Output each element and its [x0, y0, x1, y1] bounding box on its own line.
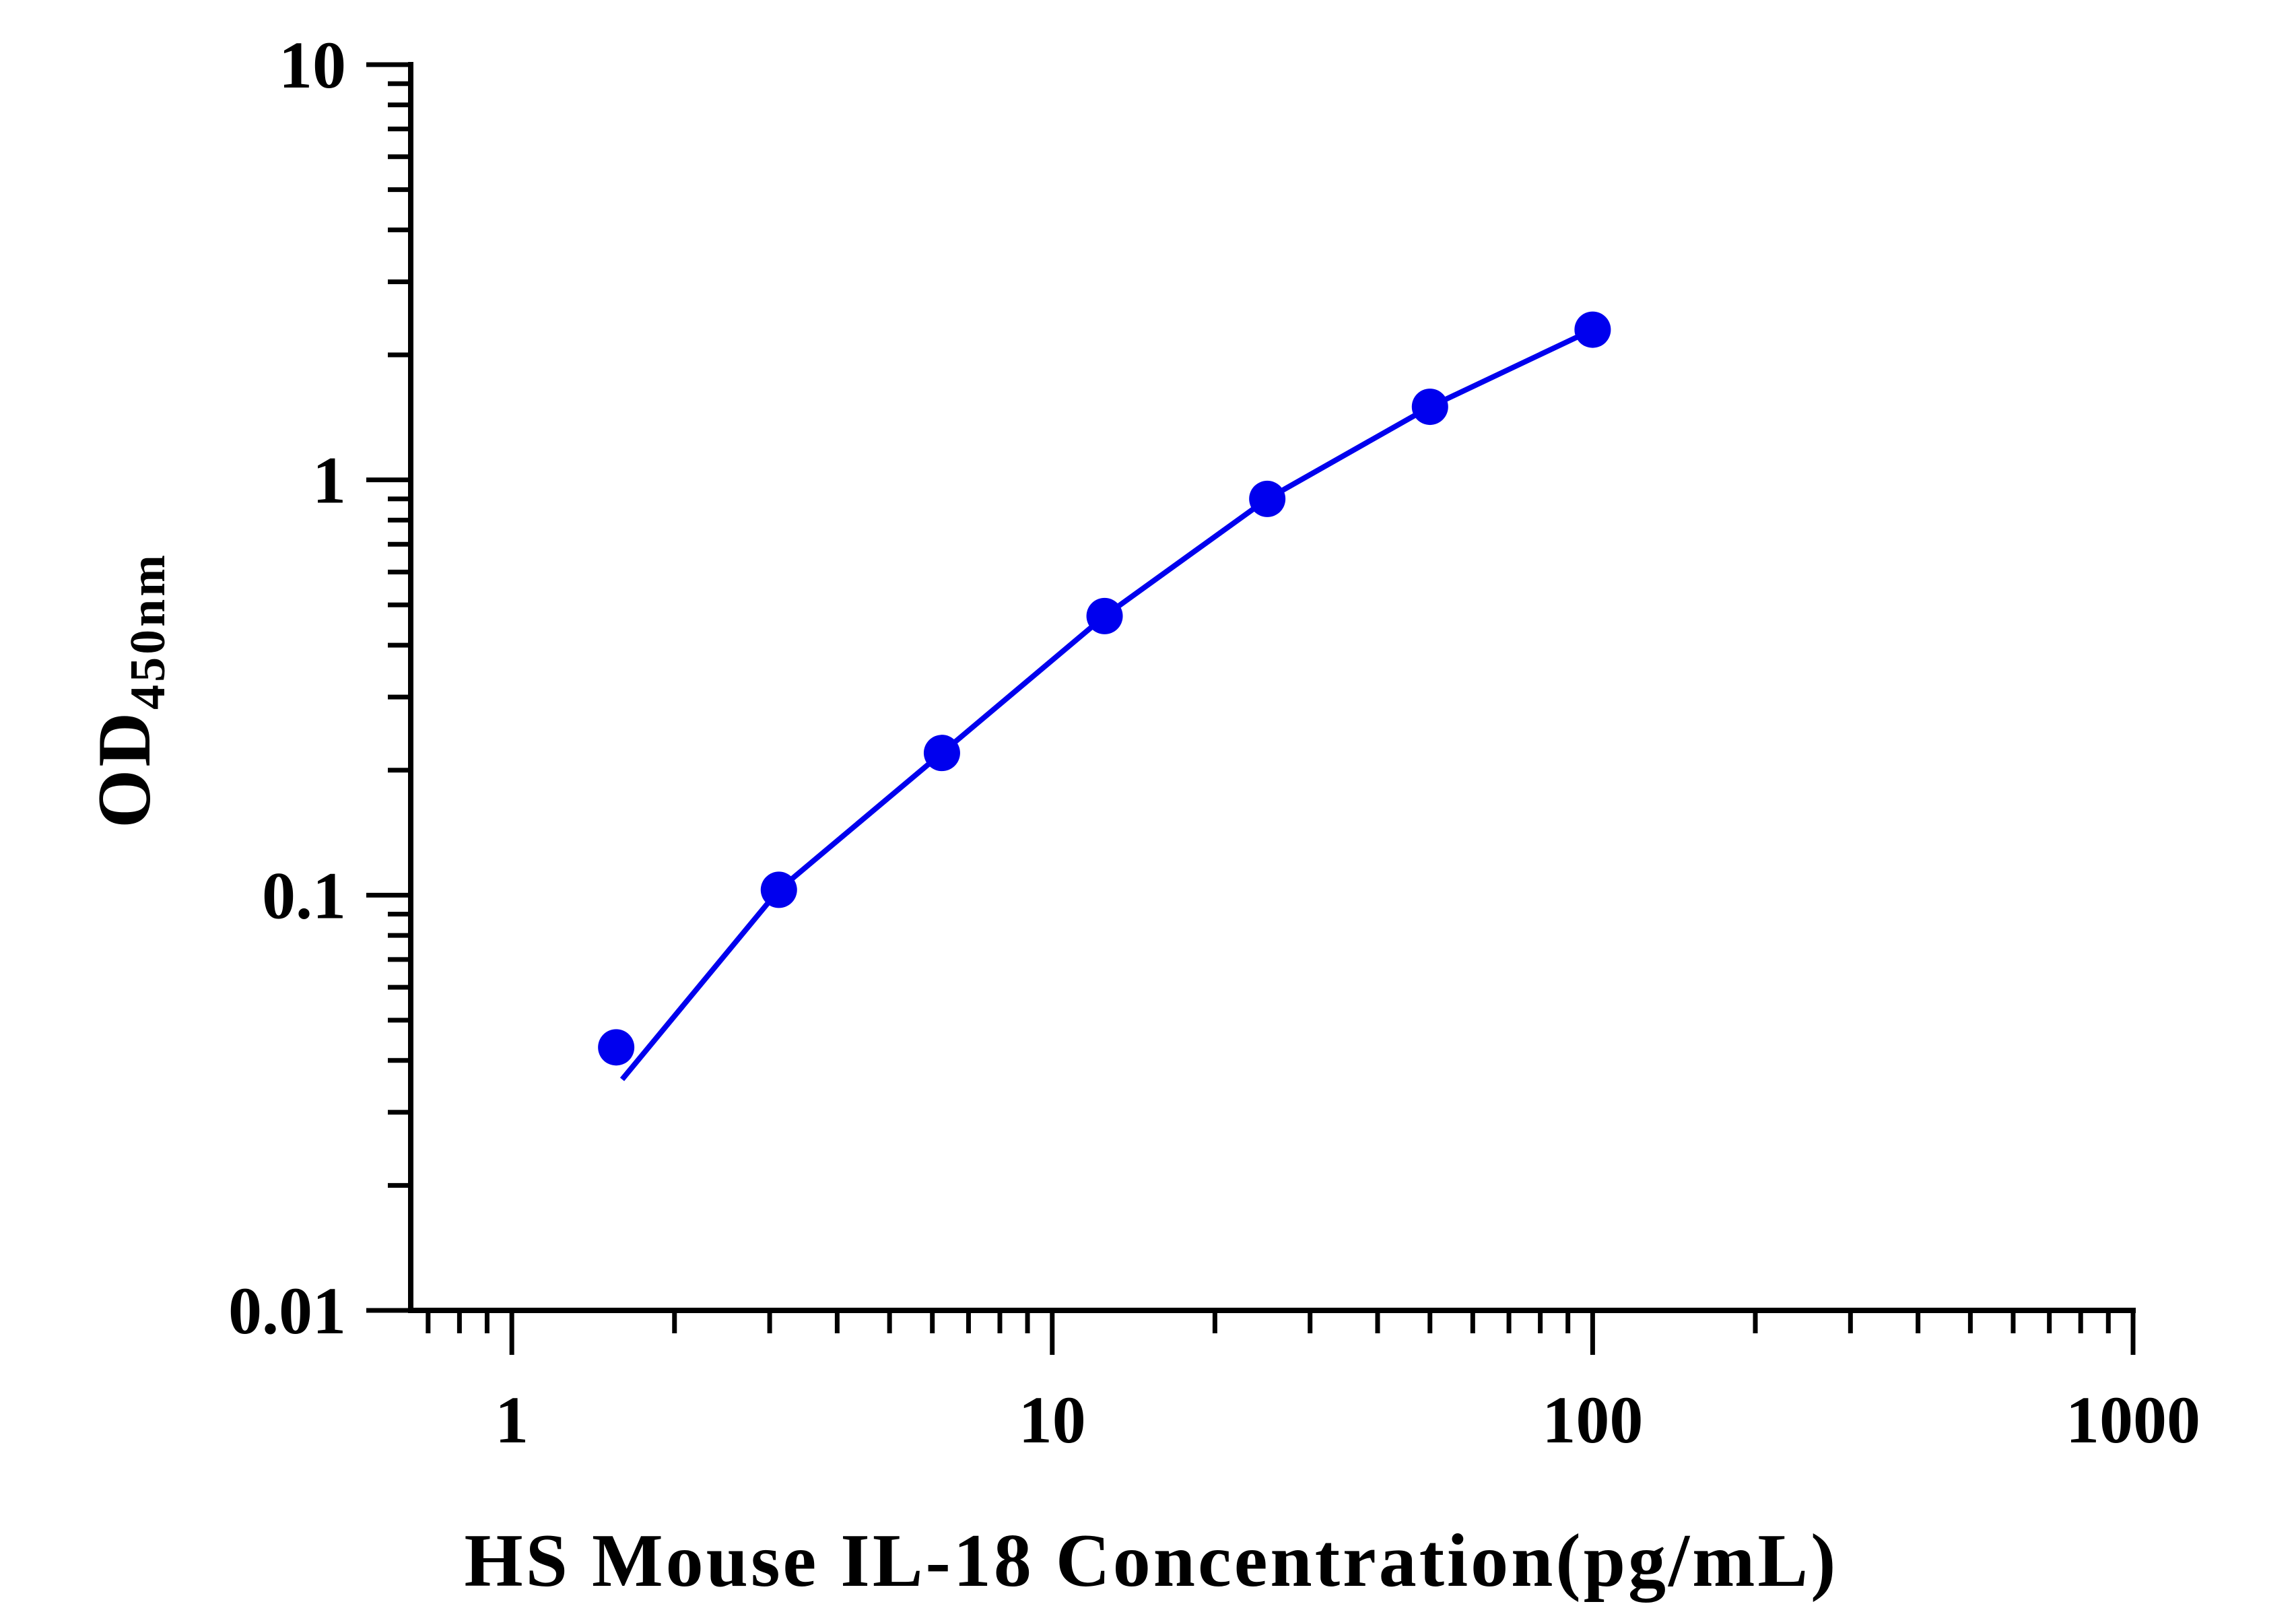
data-point	[1574, 311, 1611, 348]
x-tick-label: 100	[1542, 1382, 1643, 1457]
data-point	[923, 735, 960, 772]
fit-curve	[619, 327, 1594, 1081]
y-tick-label: 1	[312, 443, 346, 518]
fit-curve-layer	[619, 327, 1594, 1081]
x-tick-label: 1000	[2066, 1382, 2200, 1457]
data-point	[1249, 480, 1286, 517]
x-tick-label: 1	[495, 1382, 529, 1457]
data-point	[1411, 389, 1448, 426]
y-tick-label: 10	[279, 28, 346, 102]
tick-labels: 0.01 0.1 1 10 1 10 100 1000	[228, 28, 2200, 1457]
axes	[408, 62, 2136, 1313]
y-tick-label: 0.01	[228, 1273, 346, 1348]
data-point	[1086, 597, 1123, 634]
axis-ticks	[366, 62, 2136, 1355]
y-axis-title-main: OD	[83, 710, 166, 828]
x-axis-title: HS Mouse IL-18 Concentration(pg/mL)	[465, 1519, 1839, 1603]
y-tick-label: 0.1	[262, 858, 346, 933]
y-axis-title-subscript: 450nm	[121, 552, 176, 710]
data-point	[598, 1029, 635, 1066]
y-axis-title: OD450nm	[83, 552, 176, 828]
data-point	[760, 871, 797, 908]
x-tick-label: 10	[1019, 1382, 1086, 1457]
data-points-layer	[598, 311, 1611, 1066]
